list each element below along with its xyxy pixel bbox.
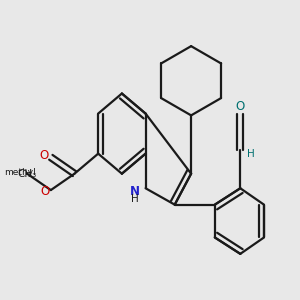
Text: methyl: methyl — [4, 168, 36, 177]
Text: O: O — [236, 100, 245, 113]
Text: O: O — [41, 185, 50, 198]
Text: CH₃: CH₃ — [17, 169, 37, 179]
Text: O: O — [40, 149, 49, 162]
Text: H: H — [248, 148, 255, 159]
Text: H: H — [131, 194, 139, 204]
Text: N: N — [130, 185, 140, 198]
